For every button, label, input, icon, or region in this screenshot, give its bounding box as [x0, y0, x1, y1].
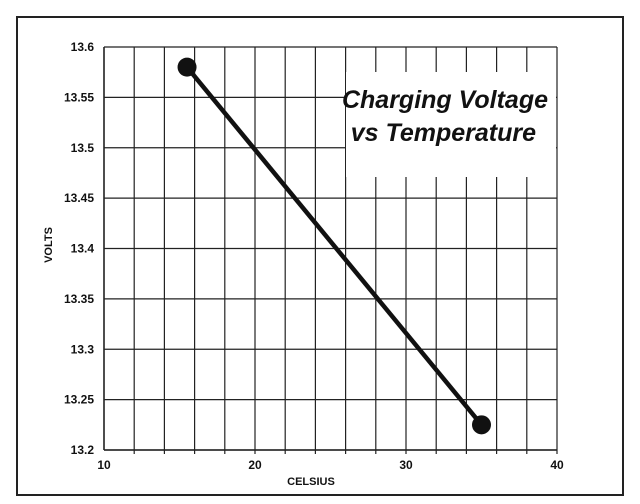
- y-tick-label-5: 13.45: [64, 191, 94, 205]
- y-tick-label-8: 13.6: [71, 40, 95, 54]
- series-layer: [177, 57, 491, 435]
- y-tick-label-3: 13.35: [64, 292, 94, 306]
- y-tick-label-6: 13.5: [71, 141, 95, 155]
- x-tick-label-1: 20: [248, 458, 262, 472]
- y-tick-label-4: 13.4: [71, 242, 95, 256]
- title-panel: [346, 72, 556, 177]
- x-tick-label-3: 40: [550, 458, 564, 472]
- x-tick-label-2: 30: [399, 458, 413, 472]
- x-axis-label: CELSIUS: [287, 476, 335, 488]
- data-point-0-1: [472, 415, 491, 435]
- data-point-0-0: [177, 57, 197, 77]
- chart-title-line-2: vs Temperature: [351, 119, 536, 147]
- chart-title-line-1: Charging Voltage: [342, 86, 548, 114]
- y-tick-label-7: 13.55: [64, 90, 94, 104]
- series-line-0: [185, 65, 484, 427]
- x-axis-ticks: 10 20 30 40: [97, 458, 564, 472]
- y-tick-label-0: 13.2: [71, 443, 95, 457]
- y-axis-label: VOLTS: [43, 227, 55, 263]
- y-axis-ticks: 13.2 13.25 13.3 13.35 13.4 13.45 13.5 13.55 13.6: [64, 40, 94, 457]
- y-tick-label-1: 13.25: [64, 393, 94, 407]
- y-tick-label-2: 13.3: [71, 342, 95, 356]
- x-tick-label-0: 10: [97, 458, 111, 472]
